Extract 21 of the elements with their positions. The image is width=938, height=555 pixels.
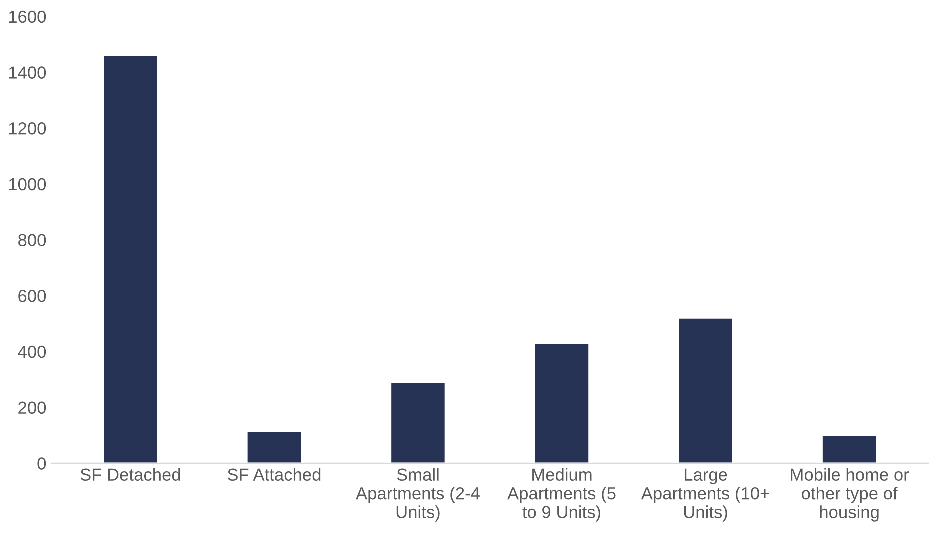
y-tick-label: 400 <box>18 346 46 358</box>
y-tick-label: 1400 <box>9 66 46 79</box>
x-tick-label: SF Attached <box>228 468 321 482</box>
y-tick-label: 0 <box>38 458 46 470</box>
bar <box>822 434 878 464</box>
x-tick-label: Small Apartments (2-4 Units) <box>356 468 480 522</box>
bar <box>390 382 446 464</box>
bar <box>102 55 159 464</box>
y-tick-label: 800 <box>18 234 46 246</box>
x-tick-label: SF Detached <box>80 468 180 482</box>
x-tick-label: Medium Apartments (5 to 9 Units) <box>508 468 616 522</box>
bar <box>534 342 590 464</box>
x-tick-label: Large Apartments (10+ Units) <box>641 468 770 522</box>
bar <box>246 430 302 464</box>
y-tick-label: 200 <box>18 402 46 414</box>
x-tick-label: Mobile home or other type of housing <box>791 468 910 522</box>
y-tick-label: 1200 <box>9 122 46 135</box>
y-tick-label: 1000 <box>9 178 46 191</box>
bar <box>678 318 734 464</box>
y-tick-label: 1600 <box>9 10 46 24</box>
y-tick-label: 600 <box>18 290 46 302</box>
